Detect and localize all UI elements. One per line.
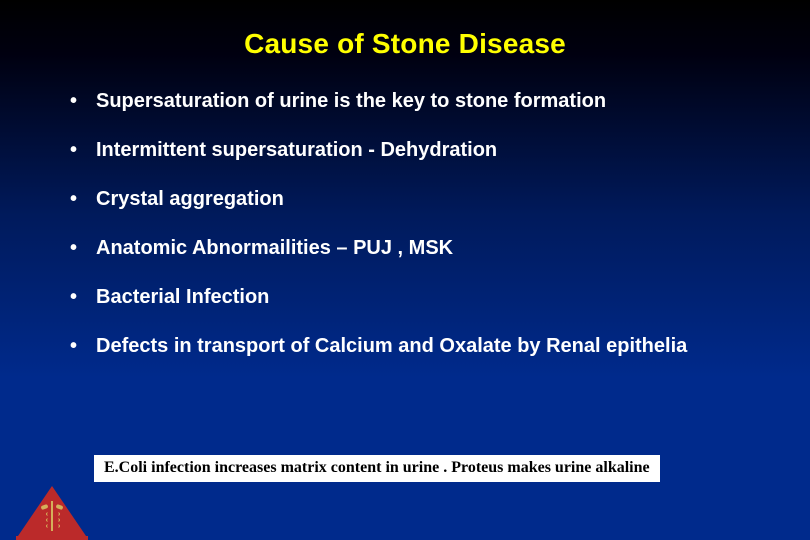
logo (16, 482, 88, 540)
footnote: E.Coli infection increases matrix conten… (94, 455, 660, 482)
bullet-item: Supersaturation of urine is the key to s… (70, 88, 770, 115)
bullet-item: Crystal aggregation (70, 186, 770, 213)
bullet-item: Anatomic Abnormailities – PUJ , MSK (70, 235, 770, 262)
slide-title: Cause of Stone Disease (0, 0, 810, 60)
logo-bar-icon (16, 536, 88, 540)
bullet-item: Intermittent supersaturation - Dehydrati… (70, 137, 770, 164)
bullet-item: Bacterial Infection (70, 284, 770, 311)
bullet-list: Supersaturation of urine is the key to s… (0, 88, 810, 360)
caduceus-icon (44, 501, 60, 531)
bullet-item: Defects in transport of Calcium and Oxal… (70, 333, 770, 360)
slide: Cause of Stone Disease Supersaturation o… (0, 0, 810, 540)
